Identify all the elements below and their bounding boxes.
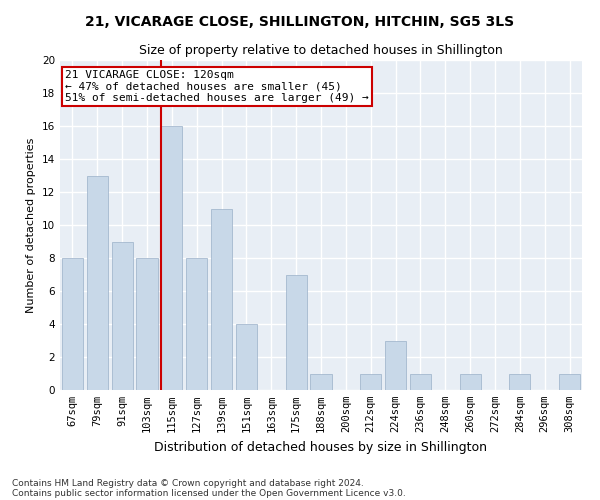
Bar: [410, 374, 431, 390]
Bar: [62, 258, 83, 390]
Bar: [559, 374, 580, 390]
Bar: [161, 126, 182, 390]
Bar: [310, 374, 332, 390]
Text: Contains public sector information licensed under the Open Government Licence v3: Contains public sector information licen…: [12, 488, 406, 498]
Bar: [509, 374, 530, 390]
Bar: [385, 340, 406, 390]
Bar: [112, 242, 133, 390]
Bar: [87, 176, 108, 390]
Bar: [360, 374, 381, 390]
Bar: [460, 374, 481, 390]
Text: Contains HM Land Registry data © Crown copyright and database right 2024.: Contains HM Land Registry data © Crown c…: [12, 478, 364, 488]
Bar: [236, 324, 257, 390]
Y-axis label: Number of detached properties: Number of detached properties: [26, 138, 37, 312]
Bar: [136, 258, 158, 390]
Bar: [186, 258, 207, 390]
Text: 21 VICARAGE CLOSE: 120sqm
← 47% of detached houses are smaller (45)
51% of semi-: 21 VICARAGE CLOSE: 120sqm ← 47% of detac…: [65, 70, 369, 103]
Title: Size of property relative to detached houses in Shillington: Size of property relative to detached ho…: [139, 44, 503, 58]
Bar: [211, 208, 232, 390]
X-axis label: Distribution of detached houses by size in Shillington: Distribution of detached houses by size …: [155, 440, 487, 454]
Text: 21, VICARAGE CLOSE, SHILLINGTON, HITCHIN, SG5 3LS: 21, VICARAGE CLOSE, SHILLINGTON, HITCHIN…: [85, 15, 515, 29]
Bar: [286, 274, 307, 390]
